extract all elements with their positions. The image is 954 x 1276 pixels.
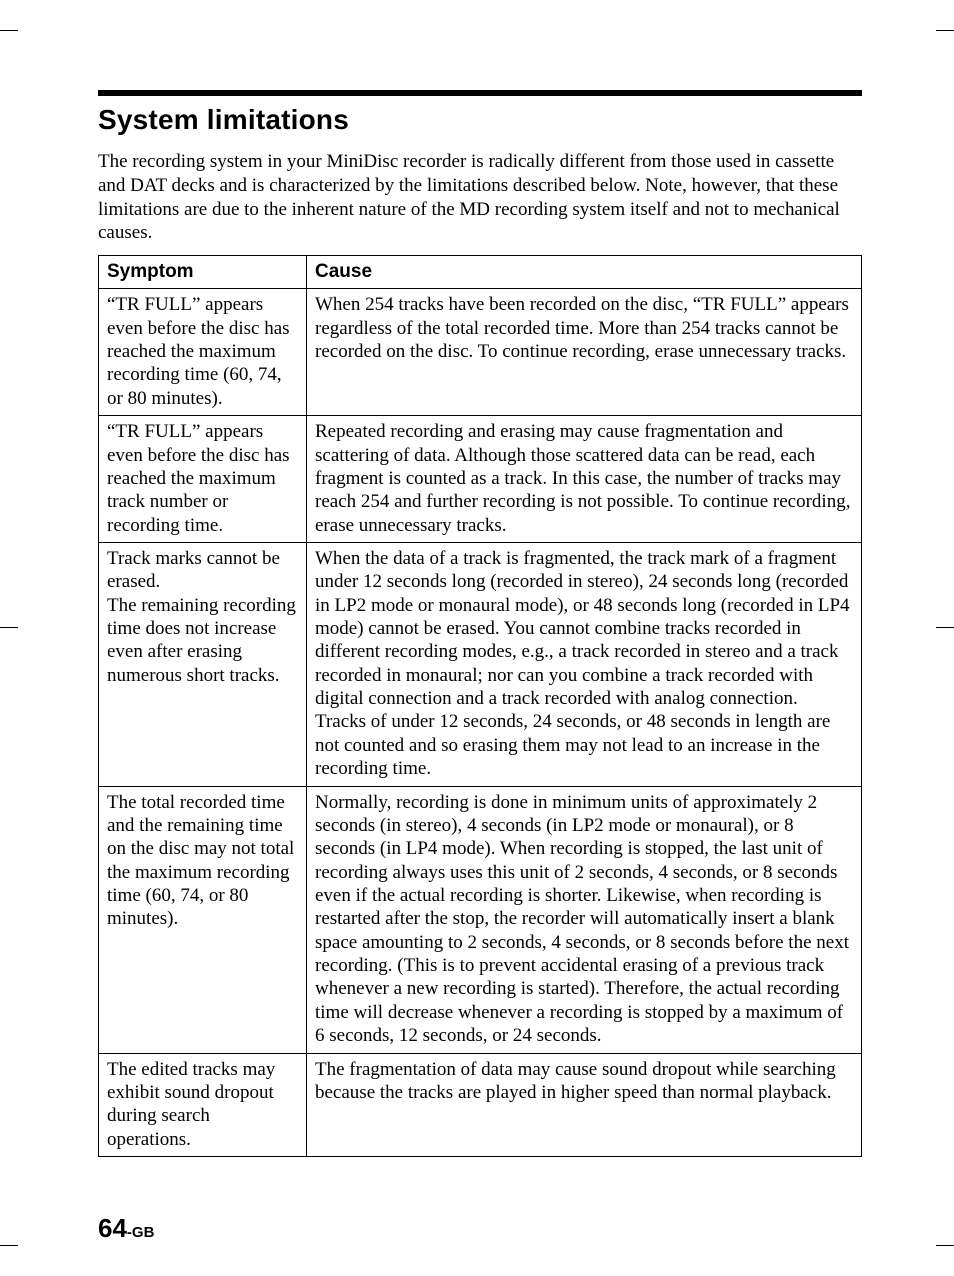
col-header-symptom: Symptom [99, 256, 307, 289]
page-number: 64-GB [98, 1213, 154, 1244]
cell-symptom: The total recorded time and the remainin… [99, 786, 307, 1053]
crop-mark [936, 1245, 954, 1246]
page-number-suffix: -GB [127, 1224, 155, 1241]
cell-cause: Repeated recording and erasing may cause… [307, 416, 862, 543]
page-number-value: 64 [98, 1213, 127, 1243]
cell-cause: When the data of a track is fragmented, … [307, 542, 862, 786]
section-title: System limitations [98, 104, 862, 136]
table-row: The edited tracks may exhibit sound drop… [99, 1053, 862, 1156]
cell-cause: When 254 tracks have been recorded on th… [307, 289, 862, 416]
cell-symptom: “TR FULL” appears even before the disc h… [99, 416, 307, 543]
crop-mark [0, 627, 18, 628]
crop-mark [936, 30, 954, 31]
crop-mark [0, 30, 18, 31]
table-row: Track marks cannot be erased.The remaini… [99, 542, 862, 786]
table-header-row: Symptom Cause [99, 256, 862, 289]
table-row: The total recorded time and the remainin… [99, 786, 862, 1053]
table-row: “TR FULL” appears even before the disc h… [99, 289, 862, 416]
manual-page: System limitations The recording system … [0, 0, 954, 1276]
section-rule [98, 90, 862, 96]
cell-cause: Normally, recording is done in minimum u… [307, 786, 862, 1053]
cell-cause: The fragmentation of data may cause soun… [307, 1053, 862, 1156]
crop-mark [0, 1245, 18, 1246]
col-header-cause: Cause [307, 256, 862, 289]
cell-symptom: “TR FULL” appears even before the disc h… [99, 289, 307, 416]
table-row: “TR FULL” appears even before the disc h… [99, 416, 862, 543]
limitations-table: Symptom Cause “TR FULL” appears even bef… [98, 255, 862, 1157]
cell-symptom: Track marks cannot be erased.The remaini… [99, 542, 307, 786]
intro-paragraph: The recording system in your MiniDisc re… [98, 150, 862, 245]
cell-symptom: The edited tracks may exhibit sound drop… [99, 1053, 307, 1156]
crop-mark [936, 627, 954, 628]
